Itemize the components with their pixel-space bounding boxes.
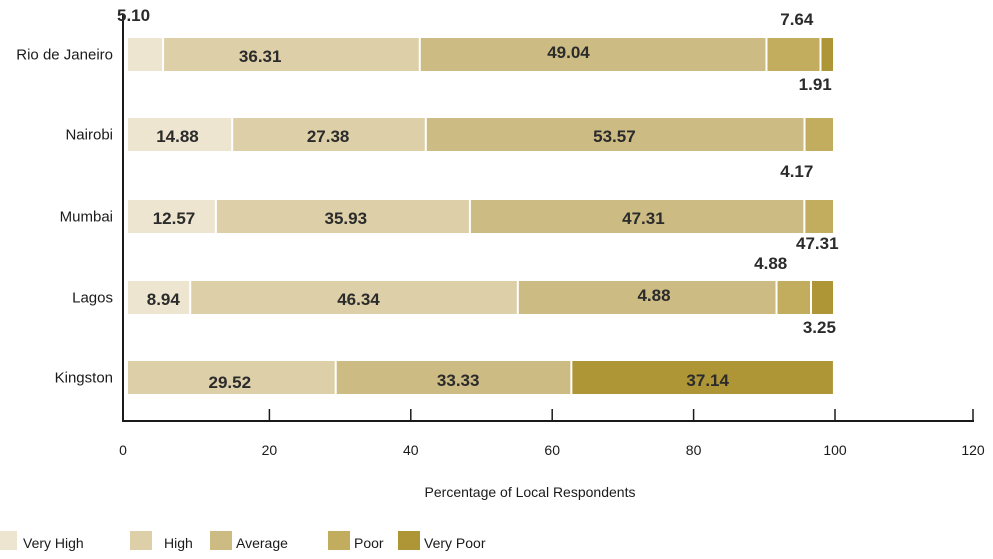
data-label-rio-de-janeiro-poor: 7.64	[780, 10, 814, 29]
x-tick-label-0: 0	[119, 442, 127, 458]
data-label-mumbai-high: 35.93	[325, 209, 368, 228]
x-axis-title: Percentage of Local Respondents	[425, 484, 636, 500]
x-tick-label-20: 20	[262, 442, 278, 458]
data-label-rio-de-janeiro-average: 49.04	[547, 43, 590, 62]
legend-label-poor: Poor	[354, 535, 384, 551]
legend-swatch-average	[210, 531, 232, 550]
data-label-rio-de-janeiro-very-high: 5.10	[117, 6, 150, 25]
data-label-mumbai-average: 47.31	[622, 209, 665, 228]
bars-layer	[128, 38, 833, 394]
x-tick-label-100: 100	[823, 442, 847, 458]
data-label-kingston-very-poor: 37.14	[686, 371, 729, 390]
bar-rio-de-janeiro-very-high	[128, 38, 162, 71]
x-tick-label-120: 120	[961, 442, 985, 458]
bar-lagos-poor	[778, 281, 811, 314]
legend-label-very-poor: Very Poor	[424, 535, 486, 551]
bar-mumbai-poor	[805, 200, 833, 233]
x-tick-label-40: 40	[403, 442, 419, 458]
legend-swatch-high	[130, 531, 152, 550]
data-label-nairobi-poor: 4.17	[780, 162, 813, 181]
legend-label-very-high: Very High	[23, 535, 84, 551]
data-label-lagos-poor: 4.88	[754, 254, 787, 273]
bar-rio-de-janeiro-average	[421, 38, 766, 71]
data-label-kingston-average: 33.33	[437, 371, 480, 390]
bar-rio-de-janeiro-very-poor	[822, 38, 834, 71]
bar-lagos-very-poor	[812, 281, 833, 314]
data-label-mumbai-poor: 47.31	[796, 234, 839, 253]
legend: Very High High Average Poor Very Poor	[0, 531, 486, 551]
category-label-kingston: Kingston	[55, 370, 113, 387]
category-label-nairobi: Nairobi	[65, 127, 113, 144]
legend-swatch-very-high	[0, 531, 17, 550]
x-tick-label-80: 80	[686, 442, 702, 458]
data-label-nairobi-average: 53.57	[593, 127, 636, 146]
legend-label-average: Average	[236, 535, 288, 551]
bar-nairobi-poor	[806, 118, 833, 151]
data-label-lagos-very-high: 8.94	[147, 290, 181, 309]
data-label-kingston-high: 29.52	[209, 373, 252, 392]
data-label-rio-de-janeiro-very-poor: 1.91	[799, 75, 832, 94]
category-label-mumbai: Mumbai	[60, 209, 113, 226]
data-label-lagos-high: 46.34	[337, 290, 380, 309]
legend-swatch-poor	[328, 531, 350, 550]
legend-label-high: High	[164, 535, 193, 551]
legend-swatch-very-poor	[398, 531, 420, 550]
data-label-nairobi-very-high: 14.88	[156, 127, 199, 146]
x-tick-label-60: 60	[544, 442, 560, 458]
data-label-lagos-average: 4.88	[637, 286, 670, 305]
bar-rio-de-janeiro-poor	[767, 38, 819, 71]
data-label-lagos-very-poor: 3.25	[803, 318, 836, 337]
category-label-rio-de-janeiro: Rio de Janeiro	[16, 47, 113, 64]
data-label-nairobi-high: 27.38	[307, 127, 350, 146]
bar-rio-de-janeiro-high	[164, 38, 419, 71]
data-label-rio-de-janeiro-high: 36.31	[239, 47, 282, 66]
category-label-lagos: Lagos	[72, 290, 113, 307]
data-label-mumbai-very-high: 12.57	[153, 209, 196, 228]
